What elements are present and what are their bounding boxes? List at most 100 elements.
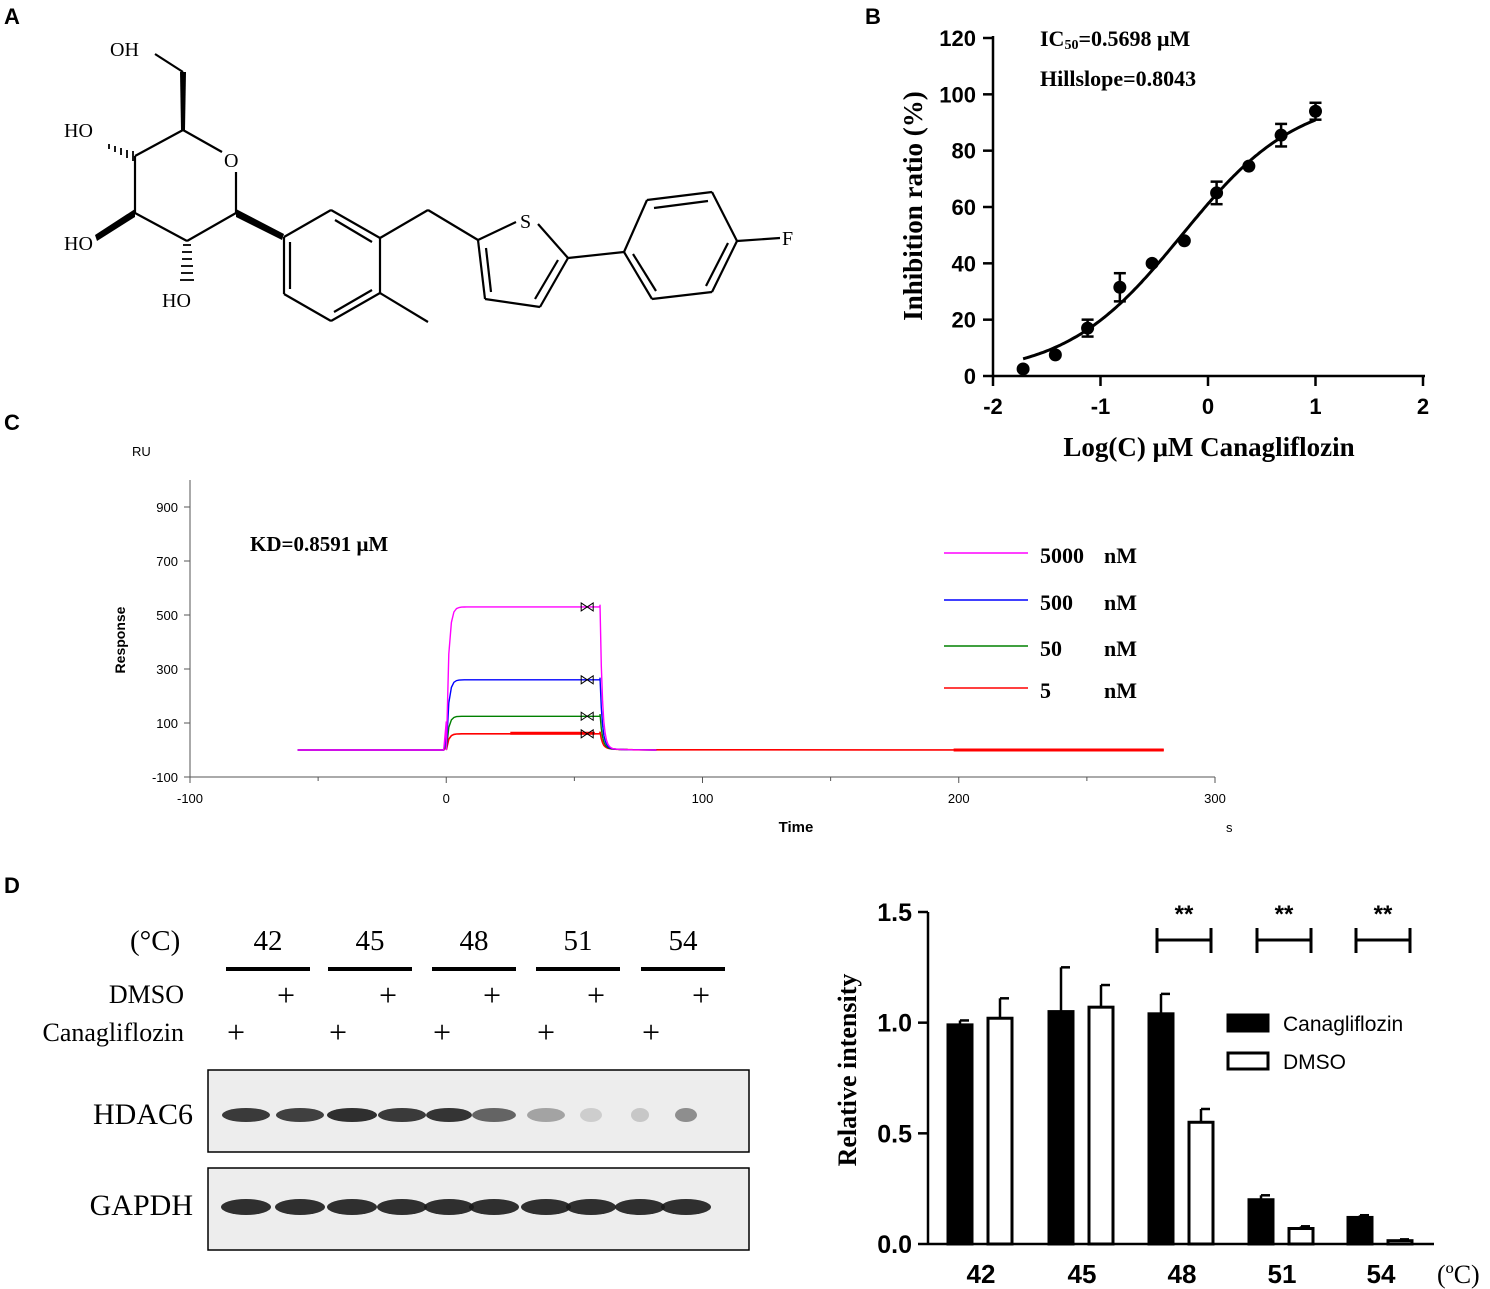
- blot-band-gapdh: [275, 1199, 325, 1215]
- b-y-ticks: 0 20 40 60 80 100 120: [939, 26, 993, 389]
- blot-bands: [221, 1108, 711, 1215]
- b-data-point: [1145, 256, 1159, 270]
- c-y-tick-label: 500: [156, 608, 178, 623]
- b-ic50-value: =0.5698 μM: [1078, 26, 1190, 51]
- d-sig-label: **: [1275, 901, 1294, 928]
- c-y-tick-label: 900: [156, 500, 178, 515]
- blot-plus-dmso: +: [277, 977, 295, 1013]
- blot-plus-canagliflozin: +: [329, 1014, 347, 1050]
- blot-plus-signs: + + + + + + + + + +: [227, 977, 710, 1050]
- d-bar: [1346, 1215, 1374, 1246]
- d-x-tick-label: 42: [967, 1259, 996, 1289]
- d-y-tick-label: 1.0: [877, 1010, 912, 1038]
- blot-band-hdac6: [222, 1108, 270, 1122]
- d-x-tick-label: 54: [1367, 1259, 1396, 1289]
- b-data-point: [1242, 159, 1256, 173]
- b-x-tick-label: 2: [1417, 394, 1429, 419]
- b-fit-curve: [1022, 118, 1317, 361]
- c-legend-conc: 50: [1040, 636, 1062, 661]
- blot-band-gapdh: [661, 1199, 711, 1215]
- d-bar: [1087, 1005, 1115, 1246]
- c-legend-conc: 500: [1040, 590, 1073, 615]
- blot-band-gapdh: [615, 1199, 665, 1215]
- panel-letter-b: B: [865, 4, 881, 29]
- atom-fluorine: F: [782, 228, 793, 250]
- b-x-tick-label: -2: [983, 394, 1003, 419]
- d-bar: [1386, 1239, 1414, 1246]
- b-data-point: [1210, 186, 1224, 200]
- c-legend-unit: nM: [1104, 636, 1137, 661]
- c-unit-ru: RU: [132, 444, 151, 459]
- blot-band-gapdh: [221, 1199, 271, 1215]
- b-data-point: [1081, 321, 1095, 335]
- blot-label-gapdh: GAPDH: [90, 1189, 193, 1222]
- d-legend-swatch: [1226, 1051, 1270, 1071]
- c-x-tick-label: 0: [443, 791, 450, 806]
- western-blot: (°C) 42 45 48 51 54 DMSO Canagliflozin +++++…: [42, 925, 750, 1251]
- c-legend-unit: nM: [1104, 590, 1137, 615]
- c-legend-conc: 5: [1040, 678, 1051, 703]
- d-x-tick-label: 51: [1268, 1259, 1297, 1289]
- d-bar: [1247, 1198, 1275, 1246]
- c-injection-marker: [580, 711, 594, 722]
- b-data-point: [1309, 104, 1322, 118]
- c-x-tick-label: 100: [692, 791, 714, 806]
- d-bar: [1147, 1012, 1175, 1246]
- d-y-tick-label: 1.5: [877, 899, 912, 927]
- blot-band-hdac6: [580, 1108, 602, 1122]
- c-y-tick-label: 300: [156, 662, 178, 677]
- chemical-structure: [95, 53, 781, 323]
- panel-letter-c: C: [4, 410, 20, 435]
- blot-band-hdac6: [426, 1108, 472, 1122]
- d-bar: [1187, 1120, 1215, 1246]
- d-legend: Canagliflozin DMSO: [1226, 1013, 1403, 1074]
- c-injection-marker: [580, 674, 594, 685]
- c-x-tick-label: -100: [177, 791, 203, 806]
- atom-ring-oxygen: O: [224, 150, 238, 172]
- d-y-tick-label: 0.0: [877, 1231, 912, 1259]
- blot-plus-canagliflozin: +: [227, 1014, 245, 1050]
- blot-temperature: 42: [254, 925, 283, 957]
- atom-sulfur: S: [520, 211, 531, 233]
- b-x-ticks: -2 -1 0 1 2: [983, 376, 1429, 419]
- blot-band-gapdh: [469, 1199, 519, 1215]
- d-sig-label: **: [1175, 901, 1194, 928]
- b-data-point: [1274, 128, 1288, 142]
- blot-band-gapdh: [377, 1199, 427, 1215]
- c-series-line: [297, 604, 657, 751]
- b-y-tick-label: 20: [952, 308, 976, 333]
- d-bar: [986, 1016, 1014, 1246]
- blot-band-gapdh: [327, 1199, 377, 1215]
- d-x-ticks: 42 45 48 51 54: [967, 1259, 1396, 1289]
- c-legend: 5000 nM 500 nM 50 nM 5 nM: [944, 543, 1137, 703]
- b-x-tick-label: 0: [1202, 394, 1214, 419]
- b-ic50-label: IC50=0.5698 μM: [1040, 26, 1190, 53]
- blot-band-hdac6: [472, 1108, 516, 1122]
- c-x-tick-label: 200: [948, 791, 970, 806]
- blot-plus-dmso: +: [587, 977, 605, 1013]
- b-ic50-subscript: 50: [1064, 38, 1078, 53]
- c-kd-label: KD=0.8591 μM: [250, 532, 388, 556]
- panel-letter-a: A: [4, 4, 20, 29]
- b-x-tick-label: 1: [1309, 394, 1321, 419]
- c-y-axis-title: Response: [112, 606, 128, 673]
- d-y-axis-title: Relative intensity: [833, 974, 862, 1167]
- c-series-line: [297, 731, 1164, 751]
- b-y-tick-label: 0: [964, 364, 976, 389]
- blot-temperature: 51: [564, 925, 593, 957]
- d-legend-swatch: [1226, 1013, 1270, 1033]
- b-y-tick-label: 40: [952, 251, 976, 276]
- blot-plus-dmso: +: [379, 977, 397, 1013]
- blot-band-hdac6: [631, 1108, 649, 1122]
- blot-label-hdac6: HDAC6: [93, 1098, 193, 1131]
- d-x-tick-label: 48: [1168, 1259, 1197, 1289]
- blot-plus-canagliflozin: +: [433, 1014, 451, 1050]
- d-legend-label: Canagliflozin: [1283, 1013, 1403, 1036]
- d-sig-label: **: [1374, 901, 1393, 928]
- d-bar: [1287, 1227, 1315, 1246]
- blot-temp-unit: (°C): [130, 925, 180, 957]
- blot-band-hdac6: [378, 1108, 426, 1122]
- blot-row-canagliflozin: Canagliflozin: [42, 1018, 184, 1047]
- b-y-axis-title: Inhibition ratio (%): [898, 91, 928, 321]
- blot-plus-canagliflozin: +: [537, 1014, 555, 1050]
